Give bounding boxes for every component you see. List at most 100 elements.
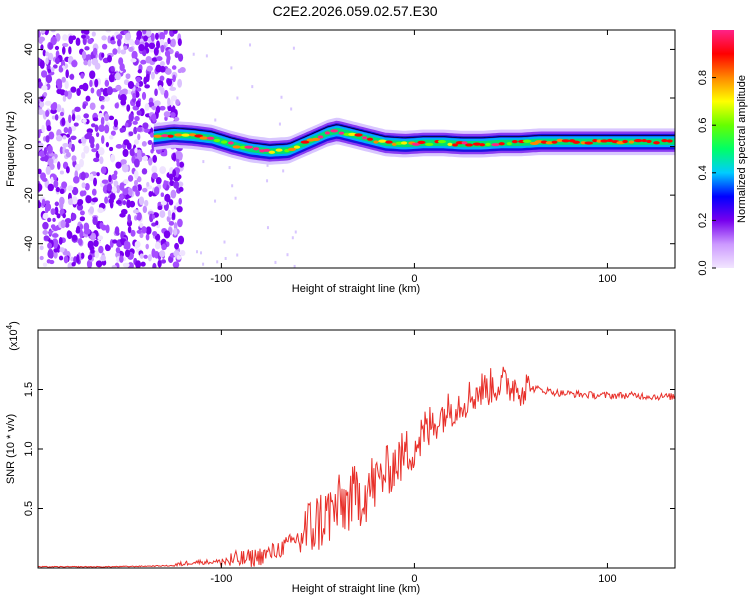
noise-dot <box>50 30 56 33</box>
noise-dot <box>136 87 142 92</box>
noise-dot <box>110 130 116 136</box>
ridge-peak <box>592 139 598 143</box>
noise-dot <box>122 262 130 268</box>
ridge-peak <box>366 137 374 141</box>
ridge-peak <box>596 139 602 143</box>
noise-dot <box>280 95 283 99</box>
noise-dot <box>177 68 182 74</box>
noise-dot <box>127 89 131 95</box>
ridge-peak <box>646 139 652 144</box>
ridge-peak <box>411 142 421 146</box>
noise-dot <box>104 124 110 134</box>
noise-dot <box>104 196 109 204</box>
noise-dot <box>50 103 58 111</box>
noise-dot <box>115 185 121 194</box>
noise-dot <box>114 72 121 81</box>
noise-dot <box>101 179 109 184</box>
noise-dot <box>83 228 91 235</box>
ridge-peak <box>425 142 434 146</box>
noise-dot <box>135 82 140 87</box>
noise-dot <box>55 186 60 193</box>
noise-dot <box>137 133 141 141</box>
ridge-peak <box>666 139 673 143</box>
noise-dot <box>146 65 153 72</box>
noise-dot <box>151 214 156 220</box>
noise-dot <box>46 125 52 132</box>
noise-dot <box>64 217 72 224</box>
noise-dot <box>151 172 158 180</box>
colorbar-tick-label: 0.4 <box>697 165 709 180</box>
noise-dot <box>223 240 226 244</box>
noise-dot <box>293 264 296 268</box>
noise-dot <box>89 70 96 80</box>
noise-dot <box>150 71 155 80</box>
ridge-peak <box>661 138 668 143</box>
noise-dot <box>43 147 48 156</box>
noise-dot <box>163 89 169 99</box>
noise-dot <box>131 50 138 60</box>
noise-dot <box>41 177 48 182</box>
noise-dot <box>144 199 149 207</box>
noise-dot <box>143 35 148 42</box>
snr-scale-label: (x104) <box>5 321 20 351</box>
noise-dot <box>106 183 113 192</box>
noise-dot <box>38 36 44 45</box>
noise-dot <box>142 49 147 57</box>
noise-dot <box>70 143 75 152</box>
noise-dot <box>52 217 56 222</box>
snr-line <box>38 366 675 568</box>
noise-dot <box>95 143 100 151</box>
colorbar-ticks: 0.0 0.2 0.4 0.6 0.8 <box>697 70 716 276</box>
noise-dot <box>177 38 182 47</box>
noise-dot <box>157 205 163 211</box>
noise-dot <box>38 130 41 139</box>
noise-dot <box>133 158 140 168</box>
noise-dot <box>160 44 165 53</box>
noise-dot <box>59 170 64 175</box>
snr-scale-prefix: (x104) <box>5 321 20 351</box>
noise-dot <box>101 35 107 41</box>
noise-dot <box>126 142 132 150</box>
ridge-peak <box>600 139 609 143</box>
noise-dot <box>80 252 85 259</box>
ridge-peak <box>511 140 518 144</box>
noise-dot <box>160 192 165 198</box>
ridge-peak <box>522 139 532 143</box>
noise-dot <box>177 53 184 62</box>
noise-dot <box>79 216 86 222</box>
snr-x-tick-label: 100 <box>598 573 616 585</box>
noise-dot <box>80 171 86 181</box>
colorbar-tick-label: 0.8 <box>697 70 709 85</box>
noise-dot <box>127 213 132 223</box>
noise-dot <box>121 164 129 173</box>
noise-dot <box>159 75 165 82</box>
noise-dot <box>47 52 54 61</box>
noise-dot <box>48 131 55 140</box>
noise-dot <box>141 226 147 234</box>
noise-dot <box>67 126 72 135</box>
noise-dot <box>47 249 54 259</box>
noise-dot <box>50 224 56 229</box>
noise-dot <box>171 65 177 70</box>
noise-dot <box>70 135 77 140</box>
noise-dot <box>114 102 119 109</box>
noise-dot <box>120 230 124 240</box>
noise-dot <box>88 135 95 145</box>
noise-dot <box>39 60 45 69</box>
noise-dot <box>290 107 293 111</box>
noise-dot <box>81 30 85 34</box>
noise-dot <box>62 213 66 219</box>
noise-dot <box>171 212 176 220</box>
noise-dot <box>132 185 138 192</box>
noise-dot <box>134 170 139 179</box>
noise-dot <box>159 65 166 73</box>
noise-dot <box>266 163 269 167</box>
noise-dot <box>39 150 46 158</box>
noise-dot <box>172 30 178 34</box>
ridge-band <box>153 127 675 155</box>
noise-dot <box>148 42 156 50</box>
noise-dot <box>291 236 294 240</box>
noise-dot <box>54 57 60 65</box>
noise-dot <box>173 116 180 122</box>
noise-dot <box>81 152 86 159</box>
